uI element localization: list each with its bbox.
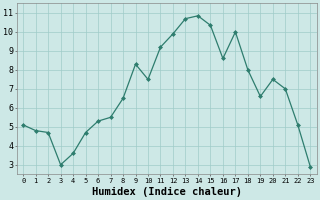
X-axis label: Humidex (Indice chaleur): Humidex (Indice chaleur) [92, 186, 242, 197]
